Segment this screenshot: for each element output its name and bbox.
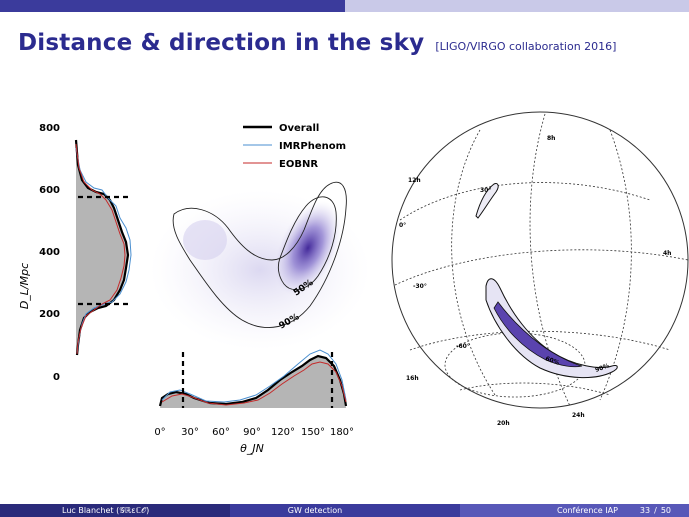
sky-label: 24h (572, 412, 585, 419)
page-number: 33 (639, 506, 651, 515)
x-tick: 150° (301, 427, 325, 438)
imrphenom-curve (75, 147, 132, 355)
grid-line (399, 182, 651, 221)
header-bar-left (0, 0, 345, 12)
page-separator: / (654, 506, 657, 515)
skymap-arc-north (475, 183, 499, 219)
sky-label: 90% (594, 362, 610, 373)
posterior-figure: D_L/Mpc 800 600 400 200 0 Overall IMRPhe… (18, 111, 689, 455)
sky-label: -30° (413, 283, 427, 290)
theta-histogram (158, 349, 348, 408)
footer-venue-section: Conférence IAP 33 / 50 (460, 504, 689, 517)
joint-posterior: 50% 90% (150, 181, 370, 350)
page-total: 50 (660, 506, 671, 515)
legend-label: EOBNR (279, 159, 318, 170)
sky-label: 0° (399, 222, 406, 229)
grid-line (409, 330, 671, 351)
eobnr-curve (75, 143, 126, 355)
slide-title-block: Distance & direction in the sky [LIGO/VI… (18, 30, 616, 56)
skymap-arc-south-60 (493, 301, 583, 368)
sky-label: 20h (497, 420, 510, 427)
sky-label: 12h (408, 177, 421, 184)
header-bar (0, 0, 689, 12)
density-core (274, 201, 342, 295)
density-left (183, 220, 227, 260)
footer-bar: Luc Blanchet (𝒢ℝεℂ𝒪) GW detection Confér… (0, 504, 689, 517)
header-bar-right (345, 0, 689, 12)
grid-line (394, 249, 689, 286)
globe-outline (391, 111, 689, 409)
histogram-fill (76, 140, 128, 355)
footer-talk-section: GW detection (230, 504, 460, 517)
sky-label: 8h (547, 135, 555, 142)
y-tick: 800 (39, 123, 60, 134)
x-tick: 180° (330, 427, 354, 438)
x-tick: 30° (181, 427, 199, 438)
y-tick: 0 (53, 372, 60, 383)
grid-line (459, 382, 611, 396)
grid-line (599, 129, 632, 401)
eobnr-curve (161, 361, 347, 406)
y-tick: 600 (39, 185, 60, 196)
legend-label: Overall (279, 123, 319, 134)
sky-label: 16h (406, 375, 419, 382)
x-axis: 0° 30° 60° 90° 120° 150° 180° θ_JN (154, 427, 354, 455)
sky-map: 8h 12h 0° 4h 30° -30° -60° 16h 20h 24h 6… (391, 111, 689, 427)
histogram-fill (160, 356, 346, 408)
footer-talk: GW detection (287, 506, 343, 515)
legend: Overall IMRPhenom EOBNR (243, 123, 346, 170)
y-tick: 200 (39, 309, 60, 320)
y-tick: 400 (39, 247, 60, 258)
footer-author: Luc Blanchet (𝒢ℝεℂ𝒪) (62, 505, 150, 515)
footer-author-section: Luc Blanchet (𝒢ℝεℂ𝒪) (0, 504, 230, 517)
slide-title: Distance & direction in the sky (18, 30, 425, 56)
imrphenom-curve (161, 349, 347, 403)
contour-50 (277, 196, 337, 291)
sky-label: -60° (456, 343, 470, 350)
contour-90 (172, 181, 347, 328)
sky-label: 60% (544, 355, 560, 366)
slide-source: [LIGO/VIRGO collaboration 2016] (435, 40, 617, 53)
x-tick: 0° (154, 427, 165, 438)
x-tick: 60° (212, 427, 230, 438)
x-tick: 120° (271, 427, 295, 438)
x-tick: 90° (243, 427, 261, 438)
sky-label: 4h (663, 250, 671, 257)
y-axis-label: D_L/Mpc (18, 263, 31, 309)
grid-line (451, 129, 496, 396)
distance-histogram (74, 139, 132, 356)
sky-label: 30° (480, 187, 491, 194)
legend-label: IMRPhenom (279, 141, 346, 152)
footer-venue: Conférence IAP (557, 506, 618, 515)
x-axis-label: θ_JN (240, 442, 264, 455)
